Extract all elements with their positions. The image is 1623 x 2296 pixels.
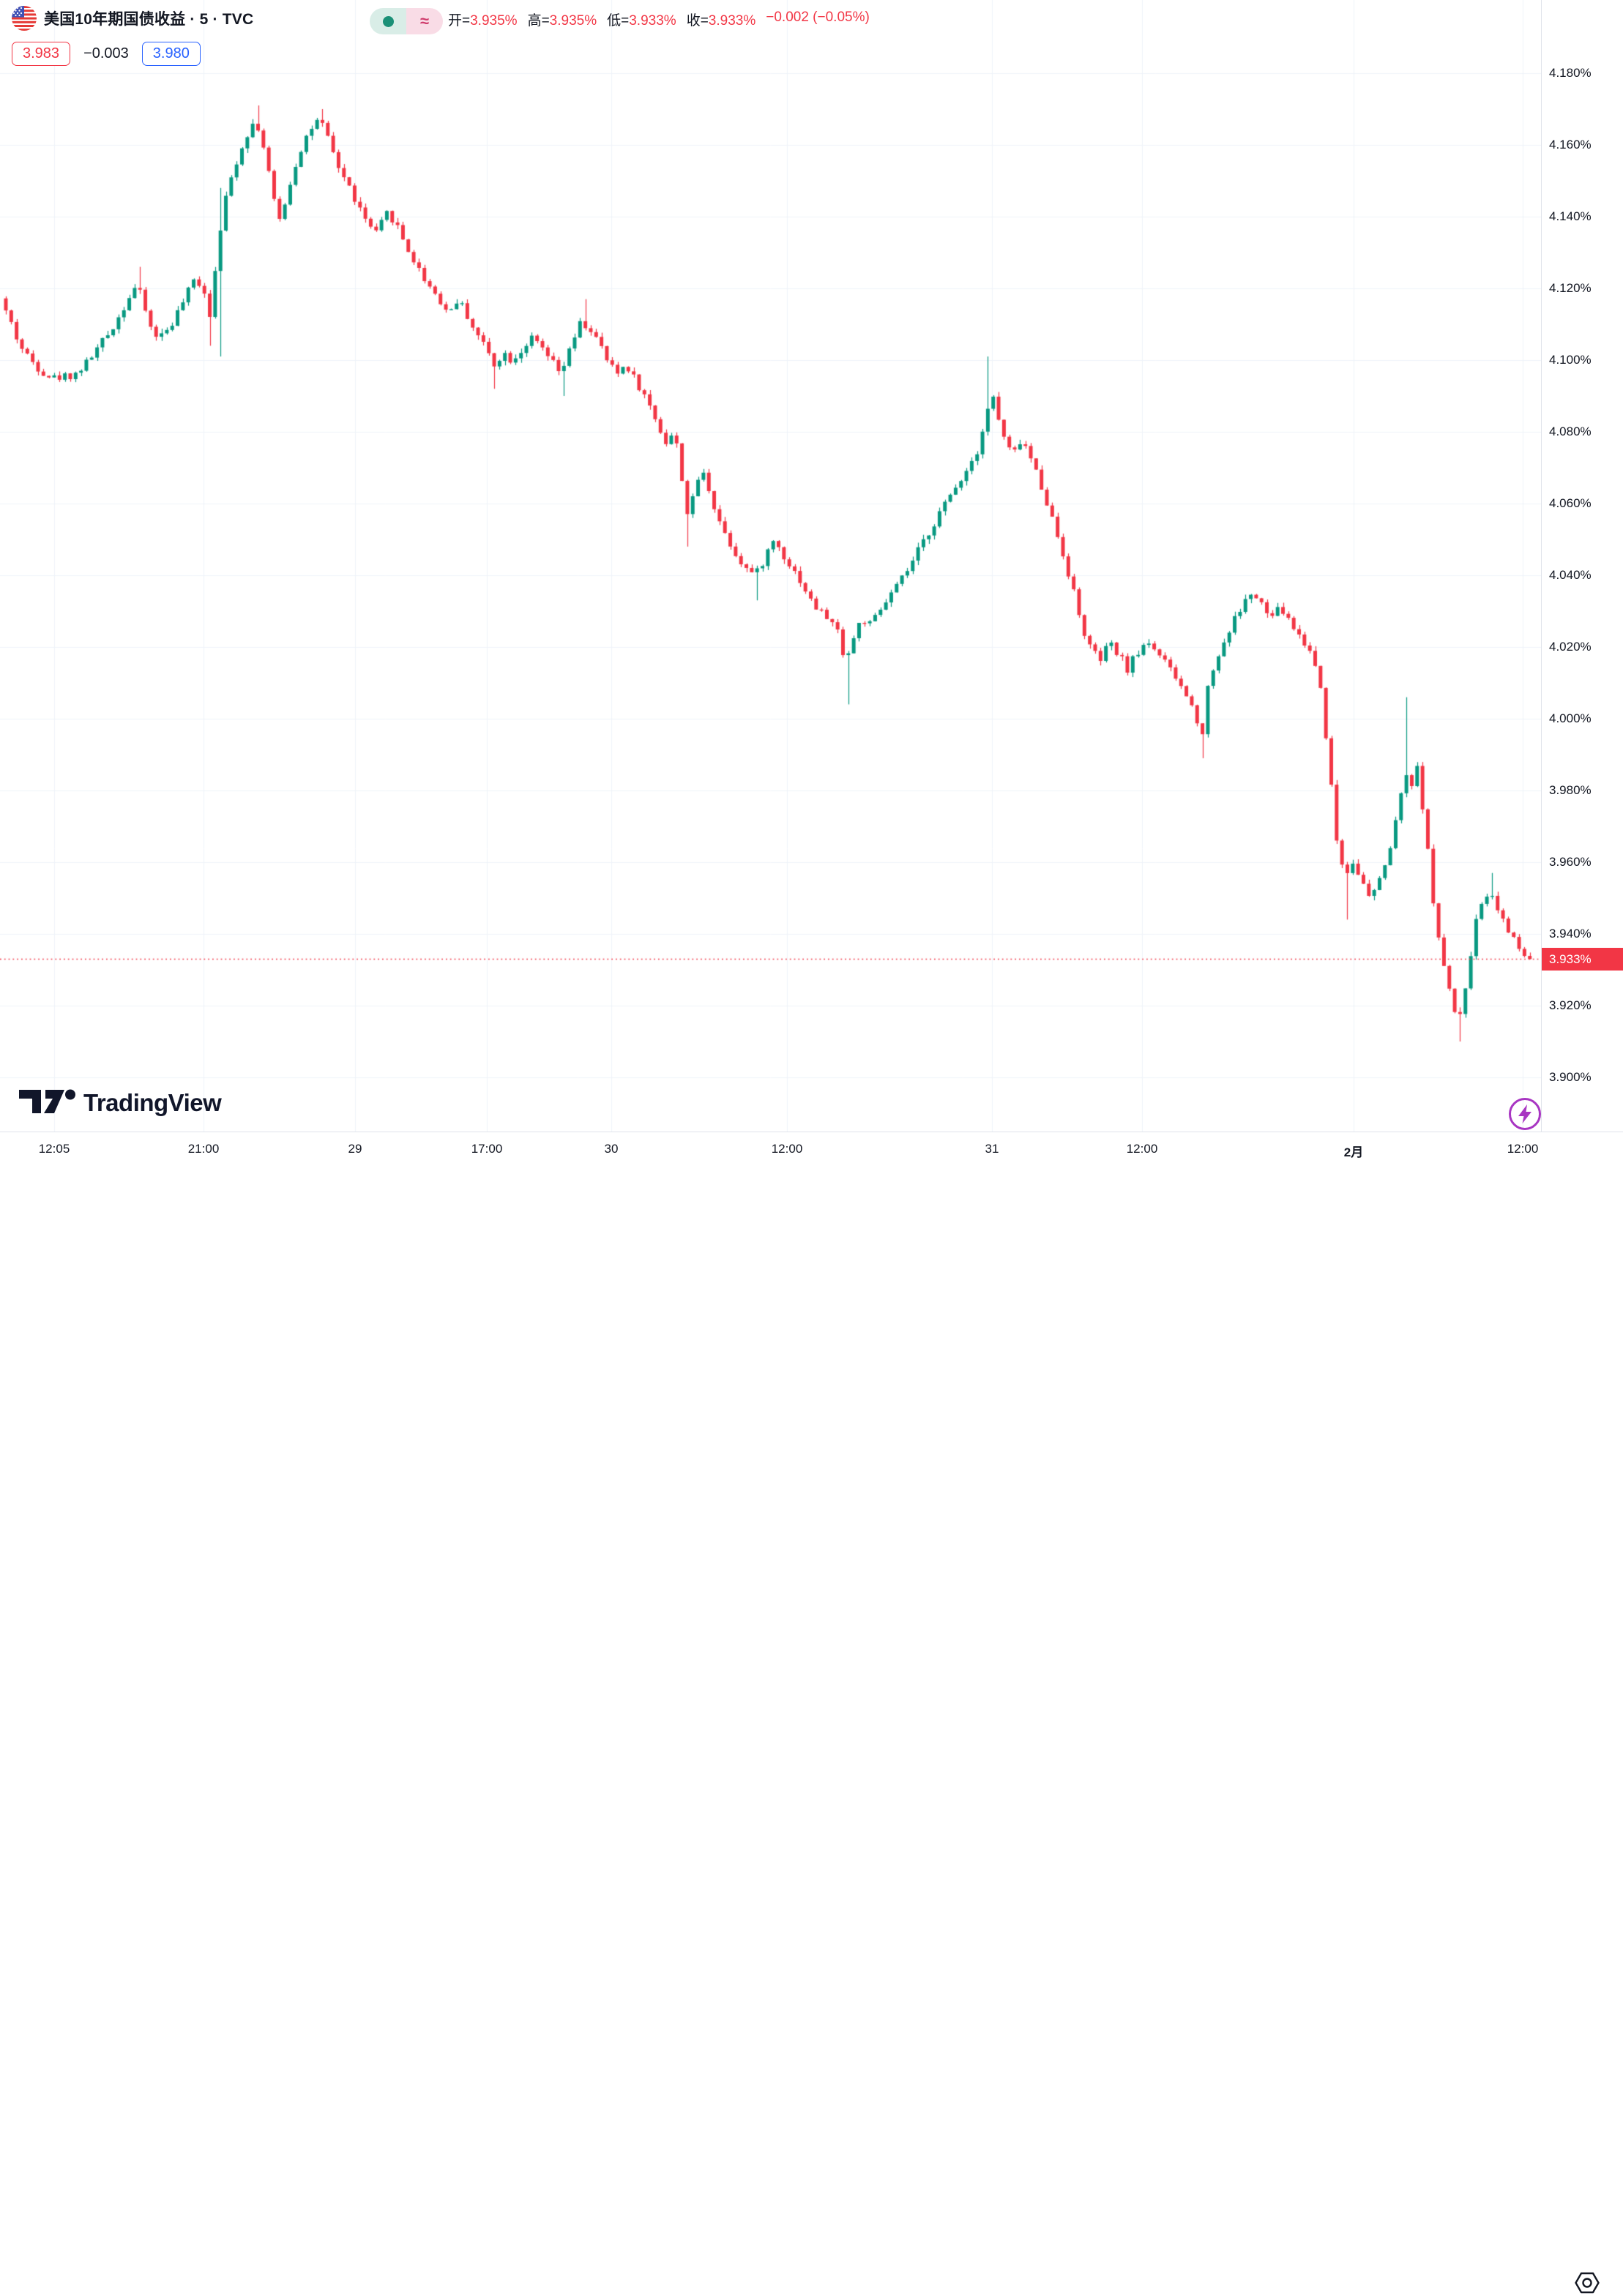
price-tick-label: 4.060% [1549,496,1592,510]
price-axis[interactable]: 3.933% 4.180% 4.160% 4.140% 4.120% 4.100% 4.0… [1541,0,1623,1132]
time-tick-label: 12:00 [771,1142,803,1156]
price-tick-label: 3.940% [1549,927,1592,941]
price-tick-label: 4.040% [1549,568,1592,582]
time-tick-label: 29 [348,1142,362,1156]
time-tick-label: 12:00 [1507,1142,1539,1156]
lightning-icon[interactable] [1507,1096,1542,1132]
market-status-toggle[interactable]: ≈ [370,8,443,34]
price-tick-label: 3.920% [1549,998,1592,1012]
high-label: 高= [527,13,550,29]
open-value: 3.935% [470,13,518,29]
price-tick-label: 3.960% [1549,855,1592,869]
tradingview-logo-text: TradingView [83,1089,222,1116]
last-price-badge: 3.933% [1542,948,1623,971]
chart-header: 美国10年期国债收益 · 5 · TVC [12,6,253,31]
close-label: 收= [686,13,709,29]
ohlc-legend: 开=3.935% 高=3.935% 低=3.933% 收=3.933% −0.0… [448,10,870,29]
bid-price-button[interactable]: 3.980 [141,42,201,66]
time-tick-label: 17:00 [471,1142,503,1156]
open-label: 开= [448,13,471,29]
price-tick-label: 4.120% [1549,281,1592,295]
time-tick-label: 2月 [1343,1145,1364,1159]
delayed-data-approx-icon: ≈ [406,8,443,34]
price-tick-label: 4.140% [1549,209,1592,223]
time-axis[interactable]: 12:05 21:00 29 17:00 30 12:00 31 12:00 2月 12:00 [0,1132,1623,2294]
price-tick-label: 3.980% [1549,783,1592,797]
market-open-dot-icon [370,8,406,34]
price-tick-label: 3.900% [1549,1070,1592,1084]
price-tick-label: 4.160% [1549,138,1592,152]
quote-row: 3.983 −0.003 3.980 [12,42,201,66]
symbol-title: 美国10年期国债收益 · 5 · TVC [44,11,254,28]
candlestick-chart[interactable] [0,0,1623,1172]
price-tick-label: 4.180% [1549,66,1592,80]
time-tick-label: 30 [604,1142,619,1156]
us-flag-icon [12,6,37,31]
tradingview-logo[interactable]: TradingView [18,1084,237,1119]
low-value: 3.933% [629,13,676,29]
high-value: 3.935% [549,13,597,29]
time-tick-label: 12:00 [1126,1142,1158,1156]
time-tick-label: 21:00 [187,1142,220,1156]
close-value: 3.933% [708,13,756,29]
price-tick-label: 4.020% [1549,640,1592,654]
change-value: −0.002 (−0.05%) [766,10,870,25]
price-tick-label: 4.100% [1549,353,1592,367]
ask-price-button[interactable]: 3.983 [12,42,71,66]
hexagon-eye-icon[interactable] [1574,2270,1600,2296]
time-tick-label: 31 [985,1142,999,1156]
low-label: 低= [607,13,630,29]
price-tick-label: 4.000% [1549,711,1592,725]
price-tick-label: 4.080% [1549,425,1592,438]
spread-change: −0.003 [83,45,129,61]
time-tick-label: 12:05 [38,1142,70,1156]
